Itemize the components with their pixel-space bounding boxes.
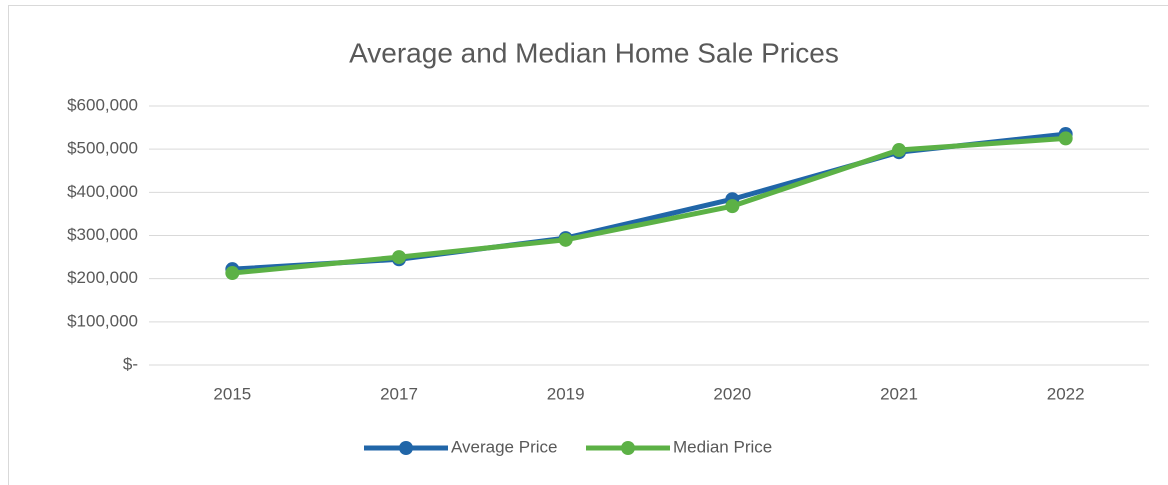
legend-marker <box>399 441 413 455</box>
legend-label: Average Price <box>451 437 557 456</box>
legend-marker <box>621 441 635 455</box>
data-point <box>225 266 240 281</box>
y-tick-label: $100,000 <box>67 311 138 330</box>
y-tick-label: $500,000 <box>67 139 138 158</box>
y-tick-label: $600,000 <box>67 95 138 114</box>
y-tick-label: $400,000 <box>67 182 138 201</box>
x-tick-label: 2015 <box>213 384 251 403</box>
data-point <box>1058 131 1073 146</box>
x-tick-label: 2022 <box>1047 384 1085 403</box>
chart-title: Average and Median Home Sale Prices <box>349 37 839 68</box>
x-tick-label: 2021 <box>880 384 918 403</box>
series-line <box>232 135 1066 276</box>
data-point <box>892 143 906 158</box>
y-tick-label: $300,000 <box>67 225 138 244</box>
y-tick-label: $- <box>123 354 138 373</box>
data-point <box>725 199 740 214</box>
data-point <box>392 250 406 265</box>
x-tick-label: 2020 <box>713 384 751 403</box>
legend-label: Median Price <box>673 437 772 456</box>
x-tick-label: 2019 <box>547 384 585 403</box>
y-tick-label: $200,000 <box>67 268 138 287</box>
chart-frame <box>8 5 1168 485</box>
data-point <box>558 232 573 247</box>
x-tick-label: 2017 <box>380 384 418 403</box>
